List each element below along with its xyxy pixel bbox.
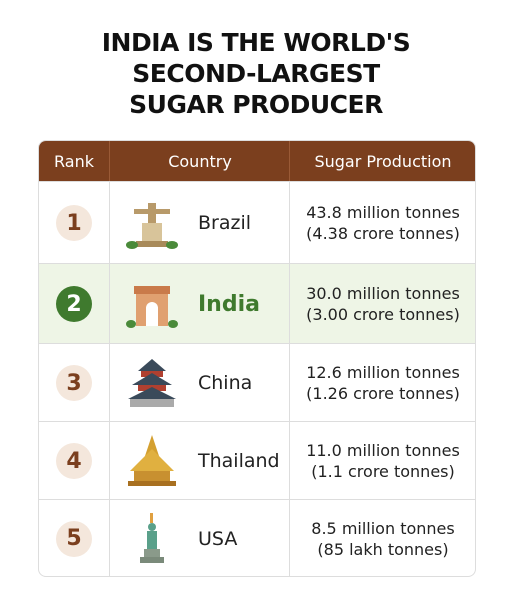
title-line: INDIA IS THE WORLD'S: [101, 28, 411, 57]
production-value-alt: (3.00 crore tonnes): [306, 305, 460, 324]
production-value: 30.0 million tonnes: [306, 284, 460, 303]
rank-cell: 5: [39, 500, 109, 576]
rank-badge: 1: [56, 205, 92, 241]
country-cell: India: [109, 264, 290, 344]
production-cell: 12.6 million tonnes (1.26 crore tonnes): [289, 344, 475, 422]
title-line: SECOND-LARGEST: [132, 59, 380, 88]
column-header: Rank: [39, 141, 109, 181]
production-cell: 30.0 million tonnes (3.00 crore tonnes): [289, 264, 475, 344]
table-row: 1 Brazil 43.8 million tonnes (4.38 crore to…: [39, 181, 475, 264]
rank-cell: 1: [39, 182, 109, 264]
production-value-alt: (85 lakh tonnes): [317, 539, 449, 559]
column-header: Country: [109, 141, 290, 181]
rank-badge: 2: [56, 286, 92, 322]
table: Rank Country Sugar Production 1 Brazil 43.…: [38, 140, 476, 577]
country-cell: Thailand: [109, 422, 290, 500]
rank-badge: 4: [56, 443, 92, 479]
country-cell: Brazil: [109, 182, 290, 264]
country-cell: China: [109, 344, 290, 422]
column-header: Sugar Production: [289, 141, 475, 181]
production-cell: 11.0 million tonnes (1.1 crore tonnes): [289, 422, 475, 500]
table-row: 2 India 30.0 million tonnes (3.00 crore ton…: [39, 263, 475, 344]
rank-badge: 3: [56, 365, 92, 401]
production-cell: 43.8 million tonnes (4.38 crore tonnes): [289, 182, 475, 264]
production-value: 8.5 million tonnes: [311, 518, 455, 538]
table-row: 4 Thailand 11.0 million tonnes (1.1 crore t…: [39, 421, 475, 500]
production-value: 12.6 million tonnes: [306, 363, 460, 382]
landmark-icon: [126, 286, 178, 328]
country-name: India: [198, 291, 260, 317]
production-value-alt: (1.26 crore tonnes): [306, 384, 460, 403]
landmark-icon: [128, 435, 176, 486]
production-value-alt: (1.1 crore tonnes): [311, 462, 455, 481]
title-line: SUGAR PRODUCER: [129, 90, 383, 119]
rank-cell: 4: [39, 422, 109, 500]
table-row: 5 USA 8.5 million tonnes (85 lakh tonnes): [39, 499, 475, 576]
landmark-icon: [128, 359, 176, 407]
rank-badge: 5: [56, 520, 92, 557]
country-name: USA: [198, 527, 238, 550]
production-value: 43.8 million tonnes: [306, 203, 460, 222]
rank-cell: 3: [39, 344, 109, 422]
country-cell: USA: [109, 500, 290, 576]
country-name: China: [198, 372, 253, 394]
table-row: 3 China 12.6 million tonnes (1.26 crore ton…: [39, 343, 475, 422]
landmark-icon: [140, 512, 164, 563]
country-name: Thailand: [198, 450, 280, 472]
rank-cell: 2: [39, 264, 109, 344]
country-name: Brazil: [198, 212, 252, 234]
production-value: 11.0 million tonnes: [306, 441, 460, 460]
landmark-icon: [126, 203, 178, 249]
production-cell: 8.5 million tonnes (85 lakh tonnes): [289, 500, 475, 576]
production-value-alt: (4.38 crore tonnes): [306, 224, 460, 243]
